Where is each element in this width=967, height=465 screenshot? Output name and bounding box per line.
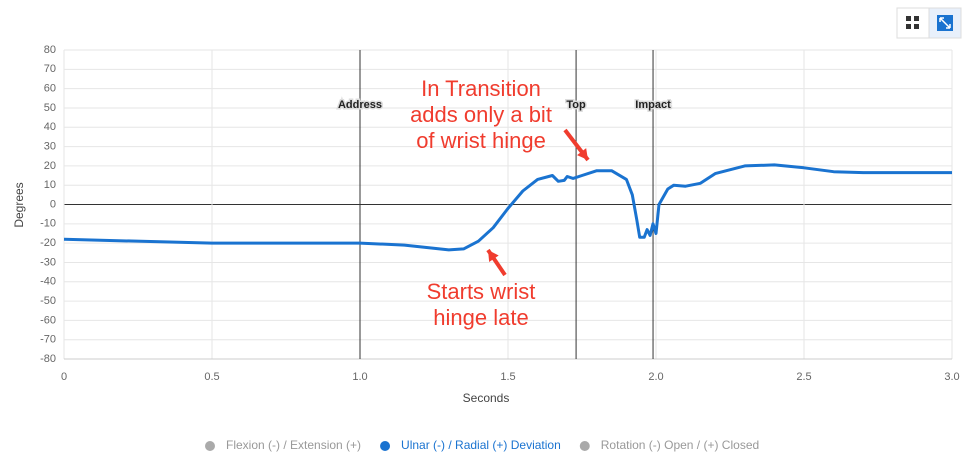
legend-marker [380, 441, 391, 451]
y-tick-label: 20 [44, 160, 56, 172]
data-line [63, 163, 952, 252]
y-axis-label: Degrees [12, 182, 26, 227]
icon [906, 24, 911, 29]
icon [939, 17, 951, 29]
y-tick-label: 10 [44, 179, 56, 191]
x-tick-label: 2.5 [796, 371, 811, 383]
y-tick-label: 80 [44, 44, 56, 56]
x-axis-label: Seconds [463, 391, 510, 405]
x-tick-label: 0.5 [204, 371, 219, 383]
x-tick-label: 1.5 [500, 371, 515, 383]
icon [914, 16, 919, 21]
y-tick-label: -40 [40, 276, 56, 288]
y-tick-label: 50 [44, 102, 56, 114]
y-tick-label: -10 [40, 218, 56, 230]
legend-label: Flexion (-) / Extension (+) [226, 438, 361, 452]
x-tick-label: 1.0 [352, 371, 367, 383]
y-tick-label: 40 [44, 121, 56, 133]
x-tick-label: 3.0 [944, 371, 959, 383]
y-tick-label: -70 [40, 334, 56, 346]
event-label: Impact [635, 99, 671, 111]
legend-item[interactable]: Flexion (-) / Extension (+) [205, 438, 361, 452]
annotation-arrowhead [577, 148, 588, 160]
y-tick-label: -50 [40, 295, 56, 307]
event-label: Address [338, 99, 382, 111]
legend-label: Ulnar (-) / Radial (+) Deviation [401, 438, 561, 452]
toolbar [896, 7, 962, 39]
annotation-text: Starts wrist [427, 279, 536, 304]
y-tick-label: 30 [44, 140, 56, 152]
x-tick-label: 2.0 [648, 371, 663, 383]
icon [914, 24, 919, 29]
annotation-text: hinge late [433, 305, 528, 330]
y-tick-label: 0 [50, 198, 56, 210]
event-label: Top [566, 99, 586, 111]
y-tick-label: -80 [40, 353, 56, 365]
icon [906, 16, 911, 21]
annotation-arrowhead [488, 250, 499, 262]
annotation-text: In Transition [421, 76, 541, 101]
legend-item[interactable]: Ulnar (-) / Radial (+) Deviation [380, 438, 561, 452]
legend-item[interactable]: Rotation (-) Open / (+) Closed [579, 438, 759, 452]
y-tick-label: -60 [40, 314, 56, 326]
y-tick-label: -30 [40, 256, 56, 268]
legend-marker [205, 441, 215, 451]
annotation-text: of wrist hinge [416, 128, 546, 153]
grid-view-button[interactable] [896, 7, 930, 39]
y-tick-label: -20 [40, 237, 56, 249]
legend-marker [579, 441, 590, 451]
x-tick-label: 0 [61, 371, 67, 383]
y-tick-label: 60 [44, 83, 56, 95]
annotation-text: adds only a bit [410, 102, 552, 127]
y-tick-label: 70 [44, 63, 56, 75]
legend-label: Rotation (-) Open / (+) Closed [601, 438, 759, 452]
